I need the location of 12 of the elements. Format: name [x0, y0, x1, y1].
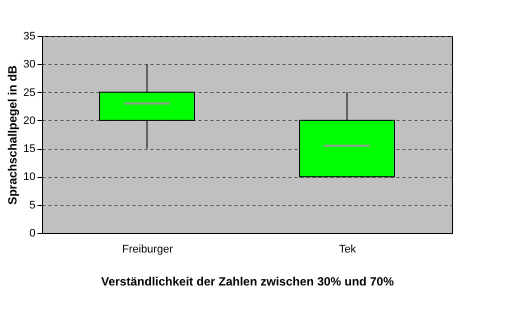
y-tick-label: 25 — [23, 86, 36, 99]
x-tick-label: Tek — [338, 244, 357, 256]
x-axis-title: Verständlichkeit der Zahlen zwischen 30% und 70% — [101, 274, 394, 288]
y-tick-label: 20 — [23, 114, 36, 127]
y-tick-label: 0 — [29, 228, 36, 240]
y-tick-label: 15 — [23, 143, 36, 156]
y-axis-title: Sprachschallpegel in dB — [5, 64, 20, 205]
y-tick-label: 35 — [23, 30, 36, 42]
y-tick-label: 5 — [29, 199, 36, 212]
y-tick-label: 10 — [23, 171, 36, 184]
y-tick-label: 30 — [23, 58, 36, 71]
x-tick-label: Freiburger — [122, 244, 174, 256]
